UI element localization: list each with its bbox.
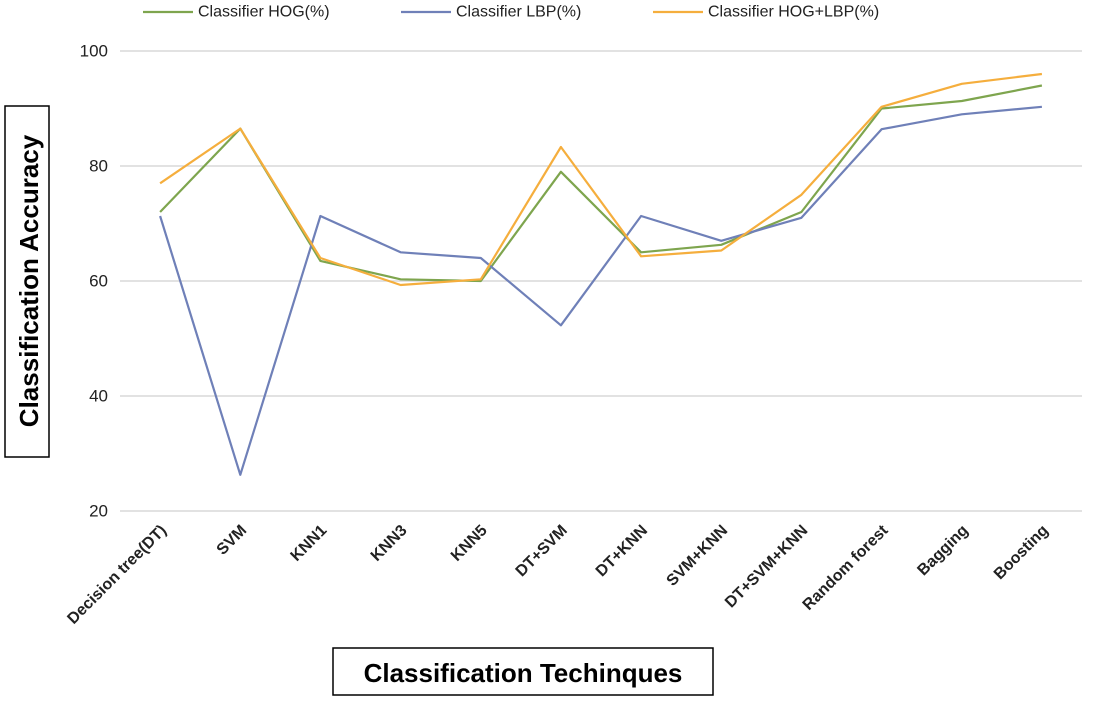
- legend-label: Classifier HOG+LBP(%): [708, 4, 879, 21]
- x-tick-label: Bagging: [914, 522, 971, 579]
- y-tick-label: 80: [89, 157, 108, 176]
- x-tick-label: SVM+KNN: [664, 522, 732, 590]
- x-axis-title-box: Classification Techinques: [332, 647, 714, 696]
- y-tick-label: 40: [89, 387, 108, 406]
- y-axis-title: Classification Accuracy: [14, 134, 44, 427]
- legend-item: Classifier HOG(%): [143, 4, 330, 21]
- y-axis-ticks: 20 40 60 80 100: [80, 42, 108, 521]
- series-line-2: [159, 72, 1043, 287]
- x-tick-label: DT+KNN: [593, 522, 651, 580]
- x-tick-label: Random forest: [800, 522, 892, 614]
- x-tick-label: SVM: [214, 522, 251, 559]
- legend-item: Classifier LBP(%): [401, 4, 581, 21]
- y-tick-label: 100: [80, 42, 108, 61]
- x-axis-ticks: Decision tree(DT) SVM KNN1 KNN3 KNN5 DT+SVM DT…: [64, 522, 1052, 628]
- series-line-1: [159, 105, 1043, 476]
- x-tick-label: DT+SVM: [513, 522, 571, 580]
- x-tick-label: KNN1: [288, 522, 331, 565]
- y-axis-title-box: Classification Accuracy: [4, 105, 50, 458]
- legend-item: Classifier HOG+LBP(%): [653, 4, 879, 21]
- gridlines: [120, 50, 1082, 512]
- y-tick-label: 60: [89, 272, 108, 291]
- x-tick-label: KNN5: [448, 522, 491, 565]
- x-tick-label: KNN3: [368, 522, 411, 565]
- x-tick-label: Decision tree(DT): [64, 522, 170, 628]
- legend-label: Classifier LBP(%): [456, 4, 581, 21]
- x-axis-title: Classification Techinques: [364, 658, 683, 688]
- data-series: [159, 72, 1043, 476]
- legend: Classifier HOG(%) Classifier LBP(%) Classi…: [143, 4, 879, 21]
- x-tick-label: DT+SVM+KNN: [722, 522, 811, 611]
- series-line-0: [159, 84, 1043, 283]
- x-tick-label: Boosting: [991, 522, 1052, 583]
- y-tick-label: 20: [89, 502, 108, 521]
- legend-label: Classifier HOG(%): [198, 4, 330, 21]
